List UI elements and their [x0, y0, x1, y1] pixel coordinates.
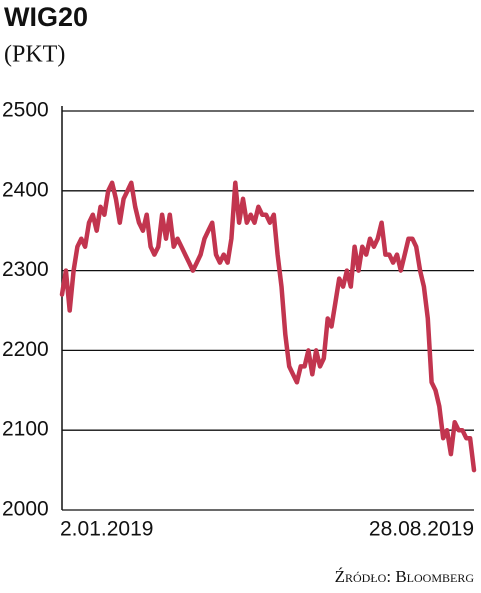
y-tick-label: 2500 — [2, 99, 49, 122]
data-line — [59, 180, 477, 473]
chart-subtitle: (PKT) — [4, 42, 65, 68]
chart-title: WIG20 — [4, 2, 88, 32]
y-tick-label: 2400 — [2, 178, 49, 201]
y-tick-label: 2200 — [2, 338, 49, 361]
x-tick-label: 2.01.2019 — [60, 518, 153, 541]
source: Źródło: Bloomberg — [335, 567, 475, 586]
y-tick-label: 2100 — [2, 418, 49, 441]
y-tick-label: 2300 — [2, 258, 49, 281]
y-tick-label: 2000 — [2, 498, 49, 521]
x-tick-label: 28.08.2019 — [369, 518, 474, 541]
